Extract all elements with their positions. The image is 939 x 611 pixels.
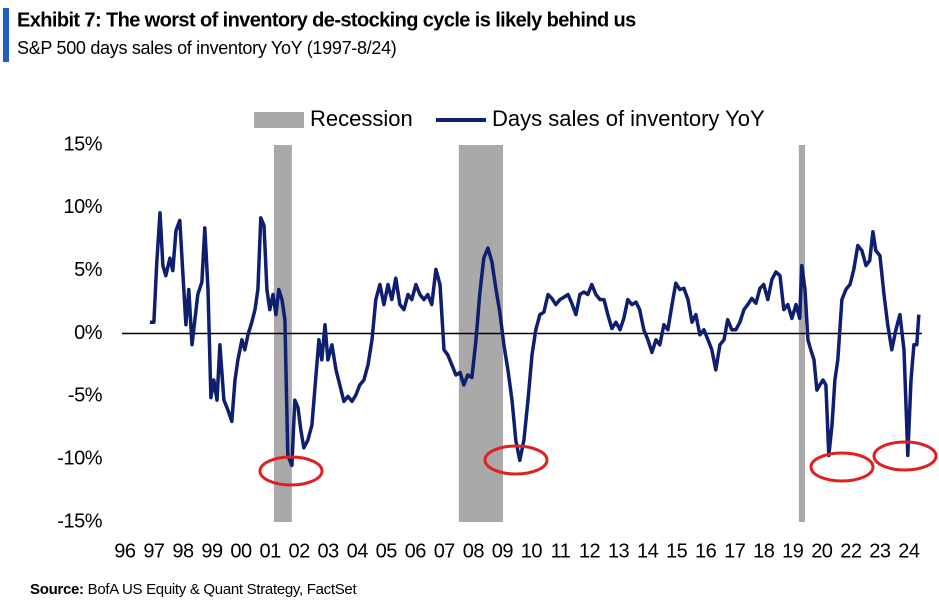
y-tick-label: 15% [63,133,102,155]
data-line [149,211,921,468]
x-tick-label: 18 [753,540,775,562]
x-tick-label: 98 [172,540,194,562]
chart-subtitle: S&P 500 days sales of inventory YoY (199… [17,38,397,58]
y-tick-label: 0% [74,322,103,344]
x-tick-label: 97 [143,540,165,562]
legend-swatch [254,112,304,128]
x-tick-label: 22 [840,540,862,562]
x-tick-label: 16 [695,540,717,562]
y-tick-label: 10% [63,196,102,218]
plot-area: 15% 10% 5% 0% -5% -10% -15% 96 97 98 99 00 01 02 03 04 0… [57,133,922,562]
x-tick-label: 17 [724,540,746,562]
x-tick-label: 05 [376,540,398,562]
legend-label: Days sales of inventory YoY [492,106,765,131]
y-tick-label: 5% [74,259,103,281]
x-tick-label: 14 [637,540,659,562]
x-tick-label: 10 [521,540,543,562]
x-tick-label: 23 [869,540,891,562]
x-tick-label: 15 [666,540,688,562]
x-tick-label: 06 [405,540,427,562]
source-label: Source: [30,581,84,598]
x-tick-label: 13 [608,540,630,562]
highlight-circle [809,451,875,483]
legend-label: Recession [310,106,413,131]
y-tick-label: -5% [68,385,103,407]
x-tick-label: 00 [230,540,252,562]
highlight-circle [872,440,938,472]
source: Source: BofA US Equity & Quant Strategy,… [30,581,357,598]
x-tick-label: 96 [114,540,136,562]
x-tick-label: 03 [318,540,340,562]
x-tick-label: 01 [259,540,281,562]
y-tick-label: -10% [57,447,102,469]
x-tick-label: 04 [347,540,369,562]
highlight-circle [483,444,549,476]
annotations [258,440,938,487]
highlight-circle [258,455,324,487]
x-tick-label: 09 [492,540,514,562]
x-tick-label: 24 [898,540,920,562]
x-tick-label: 02 [289,540,311,562]
title-accent [3,8,9,62]
x-tick-label: 12 [579,540,601,562]
source-text: BofA US Equity & Quant Strategy, FactSet [88,581,358,598]
x-tick-label: 07 [434,540,456,562]
x-tick-label: 20 [811,540,833,562]
x-tick-label: 19 [782,540,804,562]
x-tick-label: 11 [551,540,571,562]
x-tick-label: 99 [201,540,223,562]
y-tick-label: -15% [57,510,102,532]
chart-title: Exhibit 7: The worst of inventory de-sto… [17,9,636,31]
x-tick-label: 08 [463,540,485,562]
